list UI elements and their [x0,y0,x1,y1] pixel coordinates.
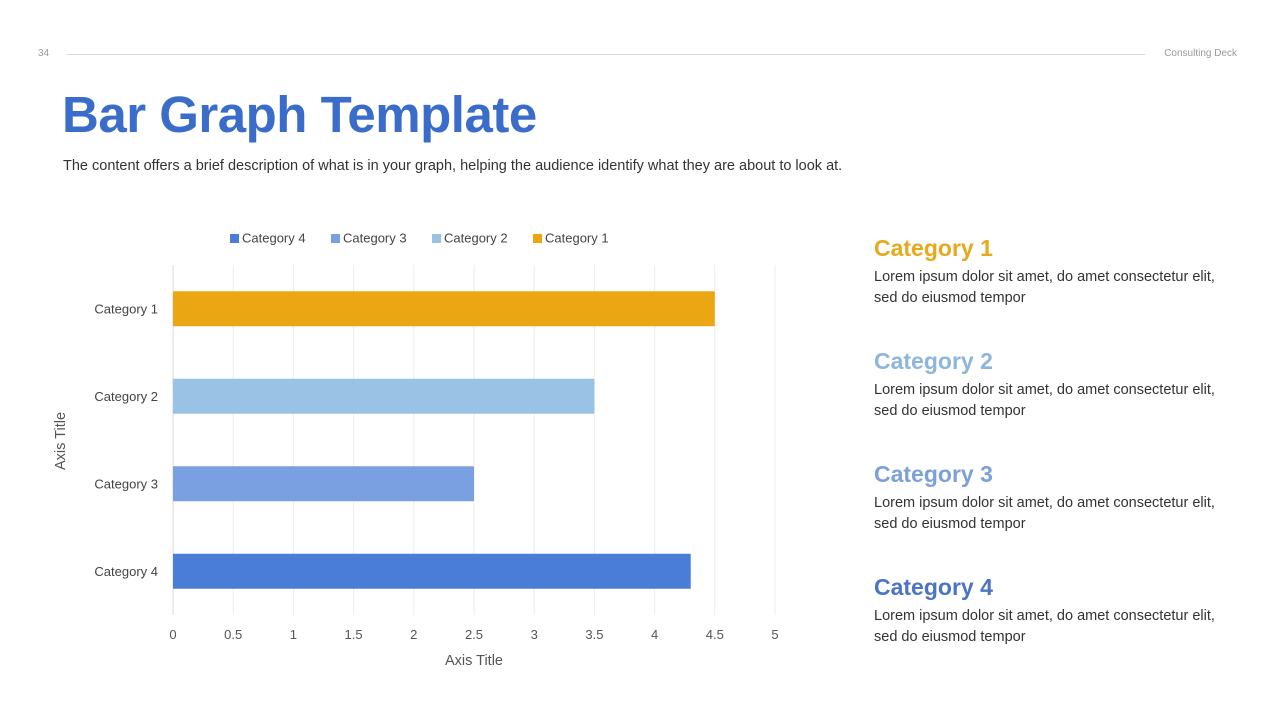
page-subtitle: The content offers a brief description o… [63,158,843,174]
x-tick-label: 4 [651,627,658,642]
x-tick-label: 1.5 [345,627,363,642]
category-block-title: Category 4 [874,574,993,600]
category-block-4: Category 4 Lorem ipsum dolor sit amet, d… [874,572,1234,648]
x-tick-label: 0 [169,627,176,642]
x-tick-label: 3 [531,627,538,642]
category-block-description: Lorem ipsum dolor sit amet, do amet cons… [874,269,1215,306]
header-divider [67,54,1145,55]
bar [173,466,474,502]
legend-swatch [533,234,542,243]
category-block-description: Lorem ipsum dolor sit amet, do amet cons… [874,608,1215,645]
category-block-2: Category 2 Lorem ipsum dolor sit amet, d… [874,346,1234,422]
legend-label: Category 2 [444,231,508,246]
category-block-title: Category 1 [874,235,993,261]
x-tick-label: 1 [290,627,297,642]
y-tick-label: Category 2 [94,389,158,404]
legend-swatch [432,234,441,243]
x-tick-label: 0.5 [224,627,242,642]
legend-swatch [331,234,340,243]
category-block-1: Category 1 Lorem ipsum dolor sit amet, d… [874,233,1234,309]
category-block-description: Lorem ipsum dolor sit amet, do amet cons… [874,382,1215,419]
x-tick-label: 4.5 [706,627,724,642]
bar-chart: 0 0.5 1 1.5 2 2.5 3 3.5 4 4.5 5 Category 1 Category … [53,231,779,670]
y-tick-label: Category 3 [94,476,158,491]
legend-label: Category 1 [545,231,609,246]
category-block-3: Category 3 Lorem ipsum dolor sit amet, d… [874,459,1234,535]
legend-label: Category 4 [242,231,306,246]
y-tick-label: Category 4 [94,564,158,579]
x-tick-label: 2 [410,627,417,642]
y-tick-label: Category 1 [94,301,158,316]
category-block-title: Category 3 [874,461,993,487]
y-axis-title: Axis Title [53,412,69,470]
legend-label: Category 3 [343,231,407,246]
page-number: 34 [38,48,50,59]
x-tick-label: 2.5 [465,627,483,642]
category-block-description: Lorem ipsum dolor sit amet, do amet cons… [874,495,1215,532]
legend-swatch [230,234,239,243]
deck-name: Consulting Deck [1164,48,1237,59]
x-axis-title: Axis Title [445,653,503,669]
bar [173,291,715,327]
x-tick-label: 3.5 [585,627,603,642]
x-tick-label: 5 [771,627,778,642]
page-title: Bar Graph Template [62,86,537,143]
bar [173,378,595,414]
category-block-title: Category 2 [874,348,993,374]
bar [173,553,691,589]
